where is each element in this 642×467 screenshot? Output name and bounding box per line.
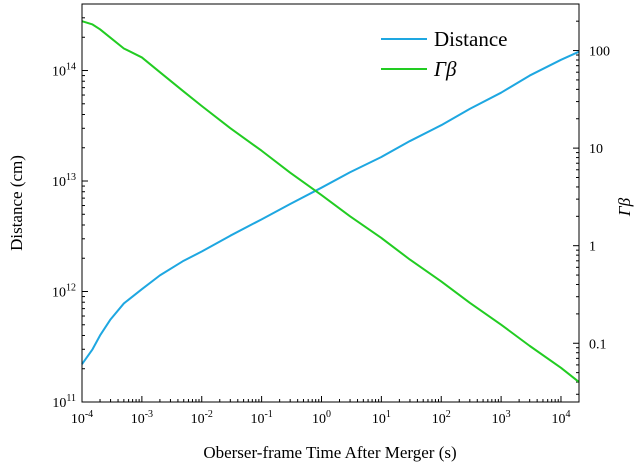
y-tick-label: 1014 <box>52 62 76 80</box>
series-layer <box>81 20 580 383</box>
y2-tick-label: 100 <box>589 45 610 60</box>
x-tick-label: 104 <box>551 409 570 427</box>
x-axis-title: Oberser-frame Time After Merger (s) <box>203 443 456 462</box>
ticks-layer: 10-4 10-3 10-2 10-1 100 101 102 103 104101110121… <box>52 17 610 427</box>
x-tick-label: 103 <box>492 409 511 427</box>
x-tick-label: 10-1 <box>250 409 272 427</box>
y2-tick-label: 10 <box>589 142 603 157</box>
y-axis-title: Distance (cm) <box>7 155 26 251</box>
x-tick-label: 100 <box>312 409 331 427</box>
y-tick-label: 1011 <box>52 393 76 411</box>
y2-axis-title: Γβ <box>615 197 634 217</box>
series-line-distance <box>81 50 580 365</box>
x-tick-label: 102 <box>432 409 451 427</box>
legend-label-gamma-beta: Γβ <box>433 57 457 81</box>
legend: Distance Γβ <box>381 27 507 81</box>
y2-tick-label: 0.1 <box>589 337 607 352</box>
x-tick-label: 10-4 <box>71 409 93 427</box>
y2-tick-label: 1 <box>589 240 596 255</box>
plot-frame <box>81 3 580 403</box>
legend-label-distance: Distance <box>434 27 507 51</box>
x-tick-label: 10-2 <box>191 409 213 427</box>
x-tick-label: 101 <box>372 409 391 427</box>
series-line-gamma-beta <box>81 20 580 383</box>
y-tick-label: 1012 <box>52 283 76 301</box>
x-tick-label: 10-3 <box>131 409 153 427</box>
y-tick-label: 1013 <box>52 172 76 190</box>
